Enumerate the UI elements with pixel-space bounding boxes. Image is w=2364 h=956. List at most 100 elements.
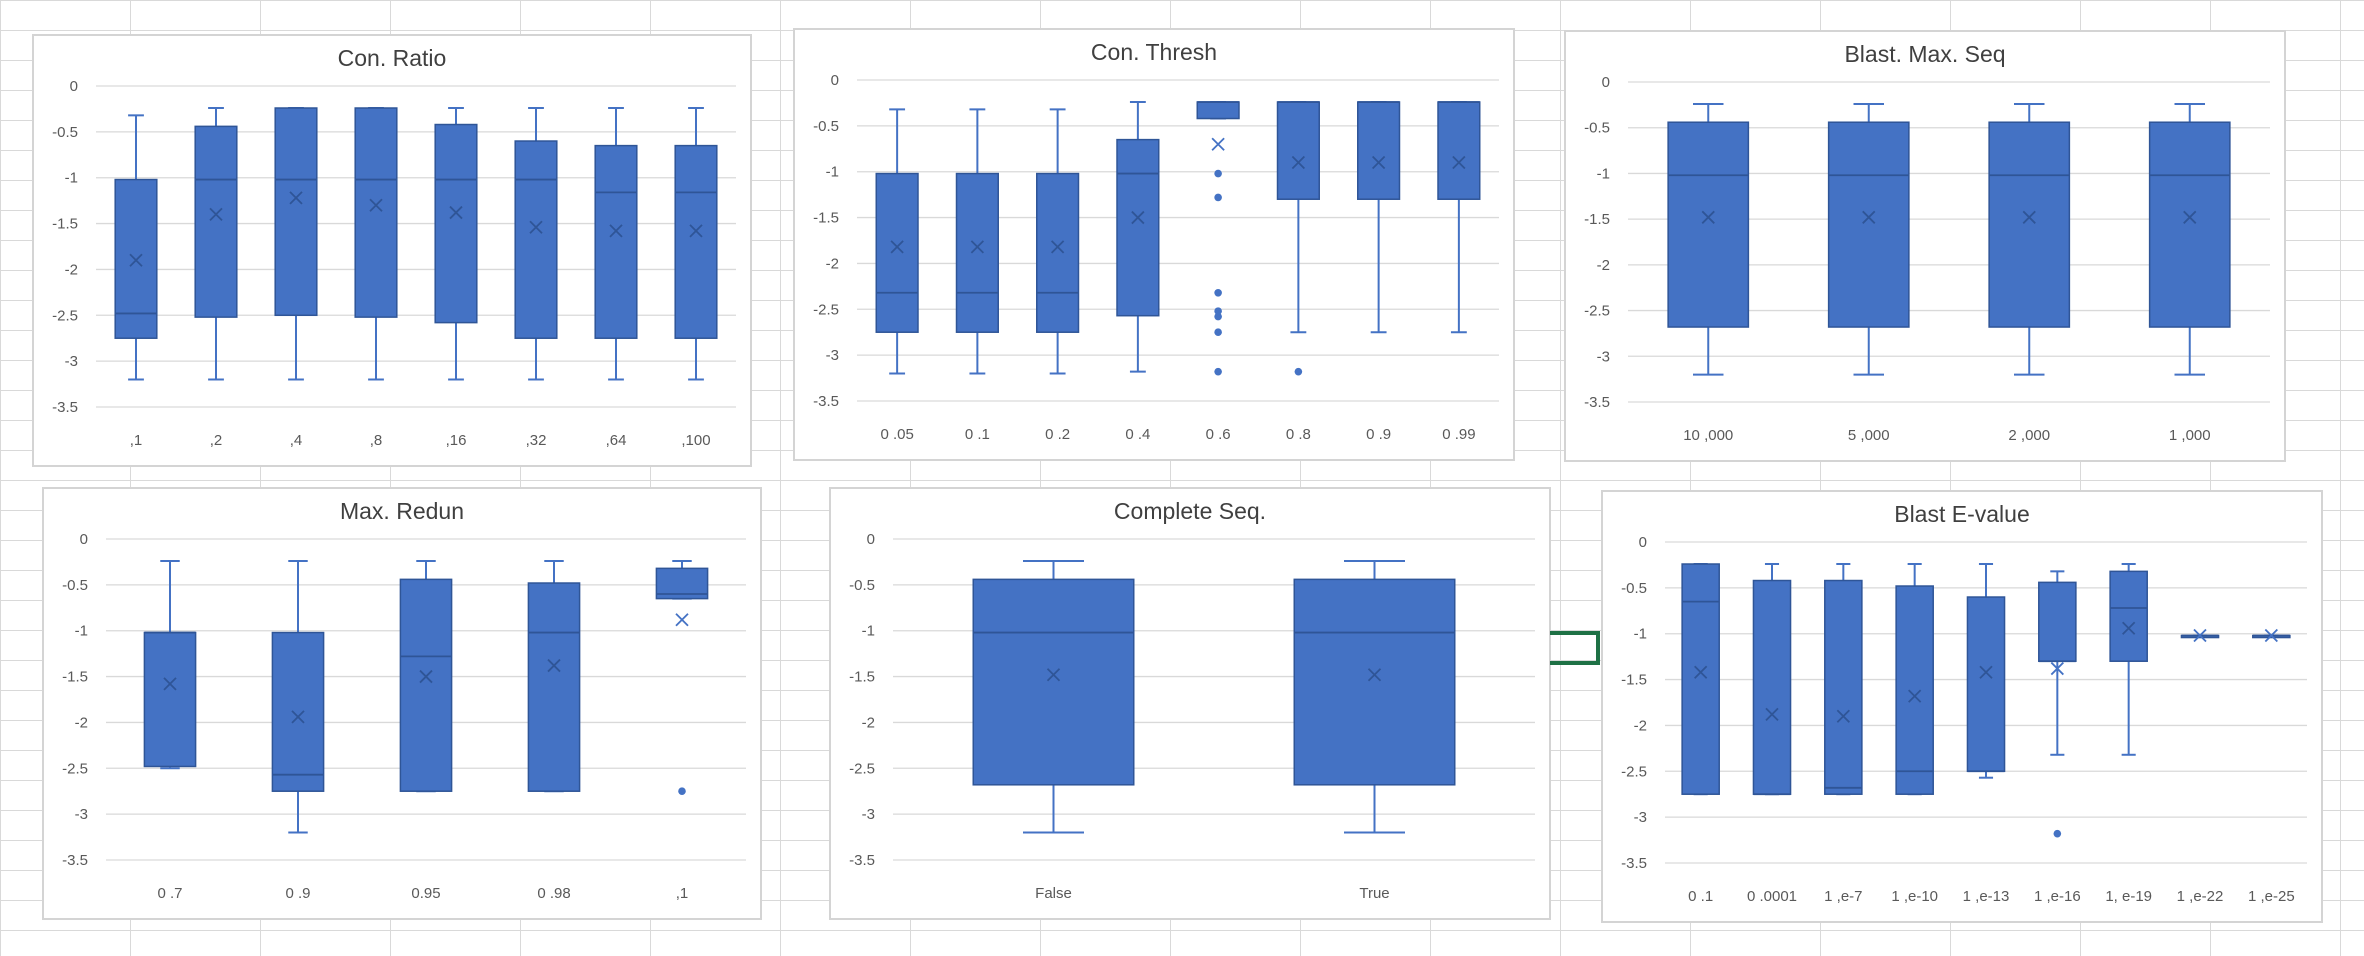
x-tick-label: ,1 bbox=[130, 432, 143, 449]
mean-marker bbox=[1371, 155, 1386, 170]
box bbox=[1667, 121, 1750, 328]
x-tick-label: 0 .99 bbox=[1442, 426, 1475, 443]
box bbox=[1293, 578, 1456, 786]
box bbox=[1036, 172, 1080, 333]
mean-marker bbox=[1131, 210, 1145, 225]
y-tick-label: -3 bbox=[1634, 809, 1647, 826]
y-tick-label: -2.5 bbox=[52, 307, 78, 324]
mean-marker bbox=[675, 613, 689, 627]
y-tick-label: -0.5 bbox=[62, 577, 88, 594]
x-tick-label: 10 ,000 bbox=[1683, 427, 1733, 444]
y-tick-label: 0 bbox=[867, 531, 875, 548]
y-tick-label: -1 bbox=[826, 164, 839, 181]
x-tick-label: ,4 bbox=[290, 432, 303, 449]
x-tick-label: ,32 bbox=[526, 432, 547, 449]
mean-marker bbox=[163, 677, 177, 691]
y-tick-label: -0.5 bbox=[52, 124, 78, 141]
chart-blast-max-seq[interactable]: Blast. Max. Seq 0 -0.5 -1 -1.5 -2 -2.5 -3 -3.5 10… bbox=[1564, 30, 2286, 462]
mean-marker bbox=[1452, 155, 1466, 170]
box bbox=[955, 172, 999, 333]
outlier-point bbox=[1214, 288, 1222, 297]
y-tick-label: -1.5 bbox=[62, 669, 88, 686]
y-tick-label: -2.5 bbox=[813, 301, 839, 318]
x-tick-label: 0 .1 bbox=[1688, 888, 1713, 905]
x-tick-label: ,8 bbox=[370, 432, 383, 449]
chart-con-thresh[interactable]: Con. Thresh 0 -0.5 -1 -1.5 -2 -2.5 -3 -3.5 0 .05 0… bbox=[793, 28, 1515, 461]
box bbox=[2148, 121, 2231, 328]
chart-max-redun[interactable]: Max. Redun 0 -0.5 -1 -1.5 -2 -2.5 -3 -3.5 0 .7 0 .… bbox=[42, 487, 762, 920]
mean-marker bbox=[1979, 665, 1993, 679]
chart-complete-seq[interactable]: Complete Seq. 0 -0.5 -1 -1.5 -2 -2.5 -3 -3.5 Fals… bbox=[829, 487, 1551, 920]
chart-svg: Max. Redun 0 -0.5 -1 -1.5 -2 -2.5 -3 -3.5 0 .7 0 .… bbox=[62, 498, 746, 902]
y-tick-label: -2 bbox=[1597, 257, 1610, 274]
y-tick-label: -0.5 bbox=[1621, 580, 1647, 597]
box bbox=[143, 631, 197, 768]
y-tick-label: -2.5 bbox=[1584, 303, 1610, 320]
y-tick-label: 0 bbox=[1639, 534, 1647, 551]
box bbox=[1824, 579, 1863, 795]
y-tick-label: -0.5 bbox=[813, 118, 839, 135]
box bbox=[1437, 101, 1481, 200]
y-tick-label: -3.5 bbox=[62, 852, 88, 869]
x-tick-label: 1 ,e-13 bbox=[1963, 888, 2010, 905]
x-tick-label: 1 ,e-22 bbox=[2177, 888, 2224, 905]
chart-svg: Con. Thresh 0 -0.5 -1 -1.5 -2 -2.5 -3 -3.5 0 .05 0… bbox=[813, 39, 1499, 443]
chart-blast-e-value[interactable]: Blast E-value 0 -0.5 -1 -1.5 -2 -2.5 -3 -3.5 0 .1… bbox=[1601, 490, 2323, 923]
y-tick-label: -3.5 bbox=[1584, 394, 1610, 411]
x-tick-label: 0 .05 bbox=[880, 426, 913, 443]
box bbox=[594, 144, 638, 339]
box bbox=[1357, 101, 1401, 200]
mean-marker bbox=[209, 207, 223, 222]
box bbox=[1276, 101, 1320, 200]
x-tick-label: 1 ,e-7 bbox=[1824, 888, 1862, 905]
chart-title: Con. Ratio bbox=[338, 45, 447, 71]
box bbox=[354, 107, 398, 318]
y-tick-label: -2 bbox=[1634, 717, 1647, 734]
y-tick-label: -1 bbox=[75, 623, 88, 640]
outlier-point bbox=[2053, 829, 2062, 838]
chart-con-ratio[interactable]: Con. Ratio 0 -0.5 -1 -1.5 -2 -2.5 -3 -3.5 ,1 ,2 ,4,… bbox=[32, 34, 752, 467]
outlier-point bbox=[1214, 169, 1222, 178]
outlier-point bbox=[1214, 367, 1222, 376]
mean-marker bbox=[2122, 621, 2136, 635]
y-tick-label: -1.5 bbox=[1621, 672, 1647, 689]
outlier-point bbox=[1294, 367, 1303, 376]
chart-title: Con. Thresh bbox=[1091, 39, 1217, 65]
box bbox=[434, 123, 478, 324]
mean-marker bbox=[1046, 668, 1061, 682]
box bbox=[514, 140, 558, 339]
mean-marker bbox=[2183, 210, 2197, 224]
box bbox=[674, 144, 718, 339]
y-tick-label: -2 bbox=[862, 714, 875, 731]
y-tick-label: -3.5 bbox=[849, 852, 875, 869]
mean-marker bbox=[1836, 709, 1850, 723]
mean-marker bbox=[547, 658, 561, 673]
y-tick-label: -1.5 bbox=[813, 210, 839, 227]
mean-marker bbox=[289, 191, 303, 205]
y-tick-label: 0 bbox=[1602, 74, 1610, 91]
box bbox=[194, 125, 238, 318]
selection-connector bbox=[1550, 631, 1600, 665]
y-tick-label: -1 bbox=[65, 170, 78, 187]
x-tick-label: 2 ,000 bbox=[2008, 427, 2050, 444]
box bbox=[1895, 585, 1934, 795]
box bbox=[1196, 101, 1240, 120]
outlier-point bbox=[1214, 312, 1222, 321]
mean-marker bbox=[2264, 628, 2278, 643]
box bbox=[2109, 570, 2148, 662]
mean-marker bbox=[2050, 661, 2064, 676]
x-tick-label: False bbox=[1035, 885, 1072, 902]
y-tick-label: -2 bbox=[75, 714, 88, 731]
y-tick-label: -3 bbox=[826, 347, 839, 364]
y-tick-label: -2.5 bbox=[849, 760, 875, 777]
y-tick-label: -0.5 bbox=[849, 577, 875, 594]
y-tick-label: -1 bbox=[1597, 165, 1610, 182]
mean-marker bbox=[449, 205, 463, 220]
y-tick-label: -1 bbox=[1634, 626, 1647, 643]
x-tick-label: 1 ,000 bbox=[2169, 427, 2211, 444]
x-tick-label: 0 .9 bbox=[285, 885, 310, 902]
x-tick-label: 1, e-19 bbox=[2105, 888, 2152, 905]
box bbox=[1966, 596, 2006, 773]
x-tick-label: ,100 bbox=[681, 432, 710, 449]
box bbox=[114, 178, 158, 339]
